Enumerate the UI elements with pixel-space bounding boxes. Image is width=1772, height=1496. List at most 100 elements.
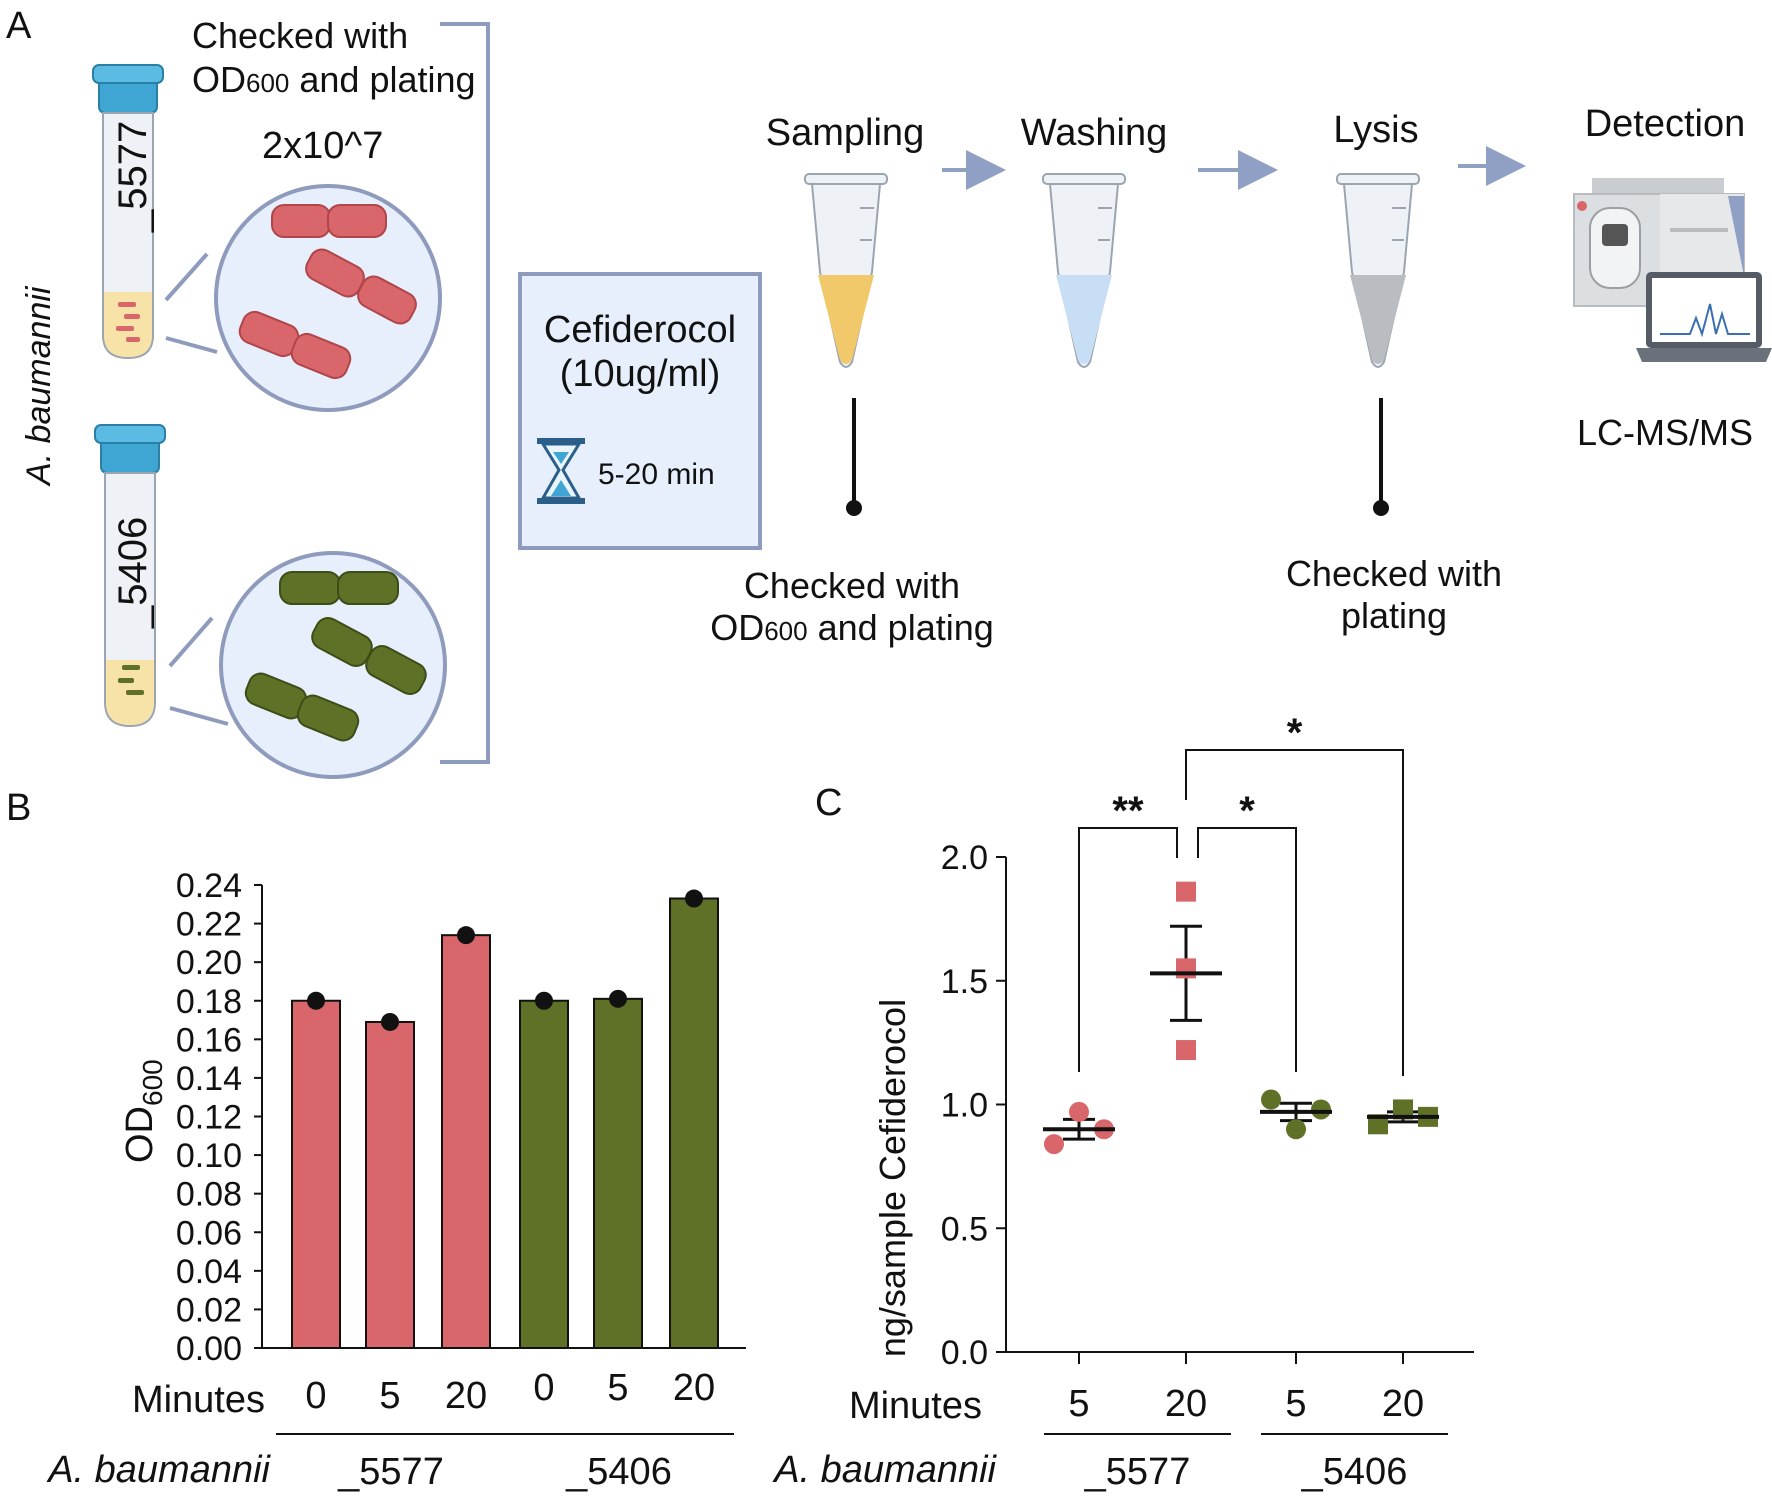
tube-cap-rim-top [92, 64, 164, 84]
od-prefix: OD [192, 59, 246, 100]
check-top-line1: Checked with [192, 15, 408, 56]
step-detection: Detection [1585, 103, 1746, 145]
sampling-check-line2: OD600 and plating [710, 607, 994, 648]
bacterium-rod [296, 694, 360, 742]
bar [441, 934, 491, 1349]
tube-top: _5577 [92, 64, 164, 360]
data-point [1176, 958, 1196, 979]
bacteria-speck [118, 678, 134, 683]
bacteria-speck [122, 665, 140, 670]
group-label-b: _5577 [337, 1451, 444, 1493]
strain-label-bottom: _5406 [111, 517, 155, 629]
bar [669, 897, 719, 1349]
od-prefix: OD [710, 607, 764, 648]
y-tick-label-c: 1.0 [941, 1087, 988, 1125]
tube-cap-rim-bottom [94, 424, 166, 444]
check-dot-sampling [846, 500, 862, 516]
data-point [685, 889, 703, 908]
bacteria-cluster-green [244, 571, 427, 742]
x-tick-label-b: 5 [379, 1375, 400, 1417]
x-tick-label-b: 20 [673, 1367, 715, 1409]
lysis-check-line2: plating [1341, 595, 1447, 636]
lcms-instrument-icon [1573, 178, 1772, 362]
od-subscript: 600 [246, 68, 289, 98]
y-tick-label-c: 2.0 [941, 839, 988, 877]
lysis-tube [1336, 173, 1420, 368]
lysis-check-line1: Checked with [1286, 553, 1502, 594]
x-axis-label-c: Minutes [849, 1385, 982, 1427]
group-label-c: _5577 [1084, 1451, 1191, 1493]
data-point [1286, 1119, 1306, 1140]
drug-concentration: (10ug/ml) [560, 353, 721, 395]
zoom-circle-top [214, 184, 442, 412]
y-tick-label-b: 0.08 [176, 1176, 242, 1214]
significance-label: * [1287, 711, 1303, 755]
x-axis-label-b: Minutes [132, 1379, 265, 1421]
bar [519, 999, 569, 1349]
sampling-tube [804, 173, 888, 368]
bacterium-rod [337, 571, 399, 605]
zoom-line [169, 706, 229, 726]
data-point [1311, 1099, 1331, 1120]
y-tick-label-b: 0.10 [176, 1137, 242, 1175]
x-tick-label-b: 5 [607, 1367, 628, 1409]
zoom-line [165, 336, 218, 354]
bacterium-rod [271, 204, 331, 238]
od-suffix: and plating [289, 59, 475, 100]
bar [365, 1020, 415, 1349]
y-tick-label-b: 0.16 [176, 1021, 242, 1059]
y-tick-label-b: 0.24 [176, 867, 242, 905]
panel-label-c: C [815, 782, 842, 824]
washing-tube [1042, 173, 1126, 368]
bacterium-rod [365, 645, 427, 695]
data-point [535, 991, 553, 1010]
zoom-line [168, 616, 214, 668]
bacteria-speck [124, 314, 140, 319]
check-dot-lysis [1373, 500, 1389, 516]
data-point [1044, 1134, 1064, 1155]
data-point [457, 926, 475, 945]
x-tick-label-c: 5 [1285, 1383, 1306, 1425]
tube-bottom: _5406 [94, 424, 166, 728]
panel-b-bar-chart: B OD600 Minutes A. baumannii 0.000.020.0… [6, 787, 746, 1493]
incubation-time: 5-20 min [598, 458, 715, 491]
organism-label-c: A. baumannii [772, 1449, 997, 1491]
bacteria-speck [118, 302, 136, 307]
x-tick-label-b: 0 [305, 1375, 326, 1417]
data-point [307, 991, 325, 1010]
bacteria-speck [126, 690, 144, 695]
y-tick-label-b: 0.02 [176, 1291, 242, 1329]
bacterium-rod [327, 204, 387, 238]
significance-bracket [1185, 749, 1404, 1076]
bacterium-rod [279, 571, 341, 605]
y-axis-label-sub: 600 [137, 1059, 168, 1106]
y-tick-label-b: 0.14 [176, 1060, 242, 1098]
x-tick-label-b: 20 [445, 1375, 487, 1417]
data-point [381, 1012, 399, 1031]
x-tick-label-c: 20 [1165, 1383, 1207, 1425]
bacteria-cluster-red [238, 204, 417, 380]
bacterium-rod [290, 332, 352, 380]
data-point [1176, 881, 1196, 902]
significance-label: * [1239, 789, 1255, 833]
step-sampling: Sampling [766, 112, 924, 154]
organism-label-b: A. baumannii [46, 1449, 271, 1491]
y-tick-label-b: 0.04 [176, 1253, 242, 1291]
panel-label-a: A [6, 5, 32, 47]
drug-name: Cefiderocol [544, 309, 736, 351]
significance-bracket [1197, 827, 1297, 1072]
y-axis-label-b: OD600 [119, 1059, 168, 1163]
data-point [609, 989, 627, 1008]
grouping-bracket [440, 22, 490, 764]
bacteria-speck [116, 326, 134, 331]
zoom-line [164, 252, 209, 302]
step-washing: Washing [1021, 112, 1167, 154]
check-top-line2: OD600 and plating [192, 59, 476, 100]
x-tick-label-b: 0 [533, 1367, 554, 1409]
bacterium-rod [357, 275, 417, 325]
x-tick-label-c: 5 [1068, 1383, 1089, 1425]
sampling-check-line1: Checked with [744, 565, 960, 606]
group-label-b: _5406 [565, 1451, 672, 1493]
tube-medium-top [104, 292, 152, 357]
